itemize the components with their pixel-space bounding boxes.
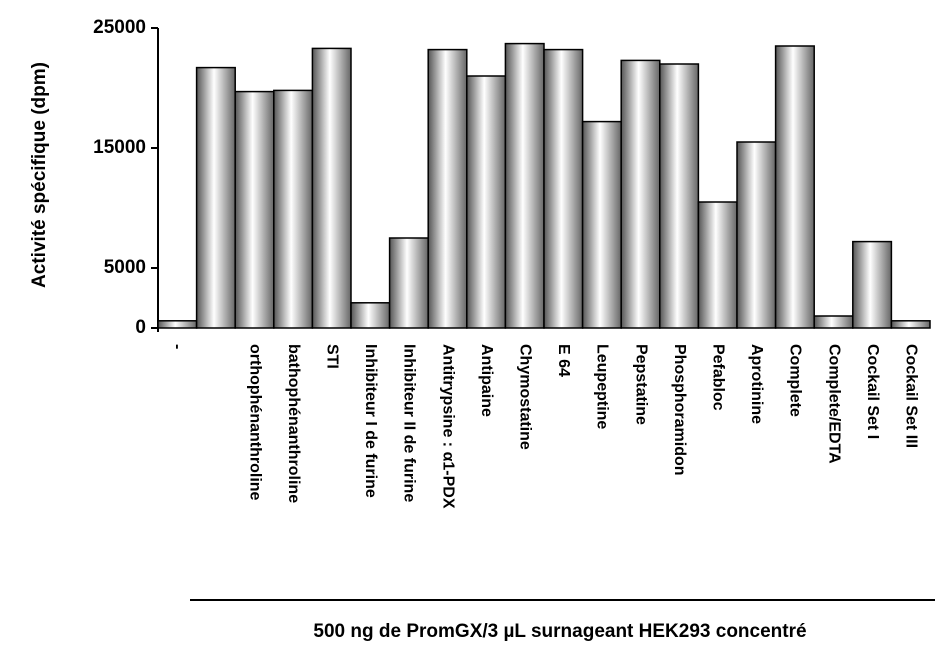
bar [157, 320, 198, 329]
bar [195, 66, 236, 329]
bar [813, 315, 854, 329]
x-axis-label: 500 ng de PromGX/3 µL surnageant HEK293 … [313, 621, 806, 642]
bar [504, 42, 545, 329]
bar [427, 48, 468, 329]
x-tick-label: Complete [787, 344, 804, 417]
bar [736, 141, 777, 329]
bar [890, 320, 931, 329]
bar [388, 237, 429, 329]
x-tick-label: - [169, 344, 186, 349]
bar [697, 201, 738, 329]
x-tick-label: Leupeptine [594, 344, 611, 429]
x-tick-label: Cockail Set III [902, 344, 919, 448]
y-tick-label: 25000 [93, 17, 146, 38]
y-axis-label: Activité spécifique (dpm) [29, 62, 50, 288]
bar [774, 45, 815, 329]
x-tick-label: bathophénanthroline [285, 344, 302, 503]
y-tick-label: 0 [135, 317, 146, 338]
y-tick-label: 5000 [104, 257, 146, 278]
bar [350, 302, 391, 329]
x-tick-label: Pepstatine [632, 344, 649, 425]
x-tick-label: Pefabloc [709, 344, 726, 411]
x-tick-label: Chymostatine [516, 344, 533, 450]
x-tick-label: orthophénanthroline [246, 344, 263, 501]
bar [543, 48, 584, 329]
bar [311, 47, 352, 329]
x-tick-label: Aprotinine [748, 344, 765, 424]
x-tick-label: Phosphoramidon [671, 344, 688, 476]
bar [581, 120, 622, 329]
bar [620, 59, 661, 329]
x-tick-label: Antitrypsine : α1-PDX [439, 344, 456, 509]
bar [273, 89, 314, 329]
x-tick-label: Inhibiteur II de furine [401, 344, 418, 502]
bar [234, 90, 275, 329]
x-tick-label: STI [323, 344, 340, 369]
bar [466, 75, 507, 329]
x-tick-label: Inhibiteur I de furine [362, 344, 379, 498]
y-tick-label: 15000 [93, 137, 146, 158]
x-tick-label: E 64 [555, 344, 572, 377]
bar [659, 63, 700, 329]
bar [852, 240, 893, 329]
x-tick-label: Complete/EDTA [825, 344, 842, 464]
x-tick-label: Antipaine [478, 344, 495, 417]
x-tick-label: Cockail Set I [864, 344, 881, 439]
